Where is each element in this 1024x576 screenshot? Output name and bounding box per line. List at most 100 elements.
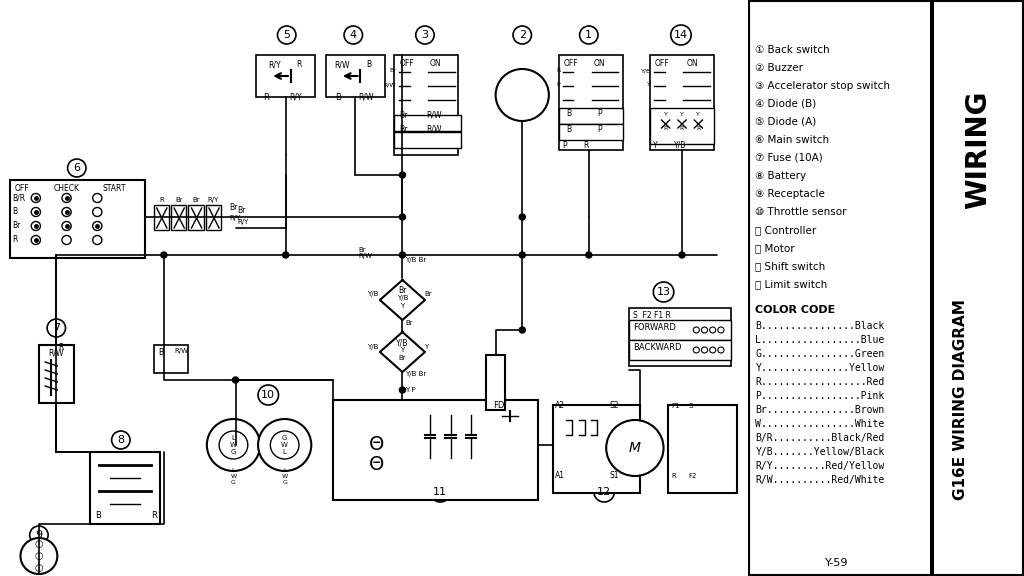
Text: R..................Red: R..................Red (756, 377, 885, 387)
Text: Y: Y (653, 141, 658, 150)
Text: R: R (680, 126, 684, 131)
Text: L
W
G: L W G (230, 435, 237, 455)
Text: 4: 4 (350, 30, 356, 40)
Text: OFF: OFF (563, 59, 578, 68)
Text: G16E WIRING DIAGRAM: G16E WIRING DIAGRAM (953, 300, 968, 501)
Text: ⑬ Shift switch: ⑬ Shift switch (756, 261, 825, 271)
Text: P: P (597, 109, 602, 118)
Bar (394, 55, 458, 155)
Text: OFF: OFF (14, 184, 29, 193)
Circle shape (344, 26, 362, 44)
Circle shape (92, 236, 102, 244)
Text: L
W
G: L W G (282, 468, 288, 484)
Text: B................Black: B................Black (756, 321, 885, 331)
Circle shape (653, 282, 674, 302)
Text: Y/B: Y/B (396, 295, 409, 301)
Text: R: R (696, 126, 700, 131)
Text: Y/B Br: Y/B Br (406, 371, 427, 377)
Text: R: R (263, 93, 269, 102)
Bar (326, 55, 385, 97)
Text: WIRING: WIRING (964, 91, 992, 209)
Bar (256, 55, 315, 97)
Text: 10: 10 (261, 390, 275, 400)
Text: Br...............Brown: Br...............Brown (756, 405, 885, 415)
Text: Br: Br (424, 291, 431, 297)
Circle shape (68, 159, 86, 177)
Circle shape (61, 222, 72, 230)
Circle shape (513, 26, 531, 44)
Text: FORWARD: FORWARD (633, 324, 676, 332)
Circle shape (399, 387, 406, 393)
Circle shape (32, 194, 41, 203)
Bar (90, 452, 160, 524)
Bar (154, 205, 169, 230)
Text: ⑤ Diode (A): ⑤ Diode (A) (756, 117, 817, 127)
Text: Y...............Yellow: Y...............Yellow (756, 363, 885, 373)
Bar (394, 132, 461, 148)
Text: Br: Br (389, 69, 396, 74)
Text: P: P (562, 141, 567, 150)
Circle shape (61, 207, 72, 217)
Text: COLOR CODE: COLOR CODE (756, 305, 836, 315)
Text: ③ Accelerator stop switch: ③ Accelerator stop switch (756, 81, 891, 91)
Circle shape (496, 69, 549, 121)
Text: ⑥ Main switch: ⑥ Main switch (756, 135, 829, 145)
Circle shape (594, 482, 614, 502)
Text: B: B (12, 207, 17, 217)
Text: R/W: R/W (384, 82, 396, 88)
Text: Br: Br (398, 355, 407, 361)
Text: 5: 5 (284, 30, 290, 40)
Text: R/W: R/W (334, 60, 350, 69)
Text: S1: S1 (609, 471, 618, 480)
Text: 13: 13 (656, 287, 671, 297)
Text: Y: Y (680, 112, 684, 117)
Text: R/Y: R/Y (208, 197, 219, 203)
Text: P: P (597, 125, 602, 134)
Circle shape (32, 207, 41, 217)
Text: P.................Pink: P.................Pink (756, 391, 885, 401)
Bar (188, 205, 204, 230)
Circle shape (399, 172, 406, 178)
Bar (629, 308, 731, 366)
Bar (154, 345, 188, 373)
Text: R/Y: R/Y (290, 93, 302, 102)
Text: R: R (556, 69, 560, 74)
Text: Y: Y (400, 303, 404, 309)
Circle shape (92, 194, 102, 203)
Text: ON: ON (430, 59, 441, 68)
Text: R/W: R/W (174, 348, 188, 354)
Text: Y/B: Y/B (367, 344, 378, 350)
Text: L
W
G: L W G (230, 468, 237, 484)
Text: Br: Br (12, 222, 20, 230)
Circle shape (710, 347, 716, 353)
Text: 14: 14 (674, 30, 688, 40)
Text: Br: Br (406, 320, 413, 326)
Polygon shape (510, 416, 518, 421)
Text: 6: 6 (74, 163, 80, 173)
Text: R/Y.........Red/Yellow: R/Y.........Red/Yellow (756, 461, 885, 471)
Text: R/W: R/W (357, 93, 374, 102)
Text: A1: A1 (555, 471, 565, 480)
Text: 7: 7 (53, 323, 59, 333)
Text: ⑩ Throttle sensor: ⑩ Throttle sensor (756, 207, 847, 217)
Text: 8: 8 (118, 435, 124, 445)
Circle shape (161, 252, 167, 258)
Bar (650, 55, 714, 150)
Text: ON: ON (594, 59, 605, 68)
Circle shape (207, 419, 260, 471)
Circle shape (718, 327, 724, 333)
Text: R: R (12, 236, 17, 244)
Circle shape (519, 252, 525, 258)
Text: P: P (556, 82, 560, 88)
Text: ⑪ Controller: ⑪ Controller (756, 225, 817, 235)
Text: Y-59: Y-59 (825, 558, 849, 568)
Text: Br: Br (399, 111, 408, 120)
Circle shape (258, 385, 279, 405)
Circle shape (586, 252, 592, 258)
Text: R/W: R/W (426, 125, 441, 134)
Bar (650, 108, 714, 144)
Text: B: B (366, 60, 372, 69)
Text: Y P: Y P (406, 387, 416, 393)
Bar (333, 400, 538, 500)
Bar (629, 340, 731, 360)
